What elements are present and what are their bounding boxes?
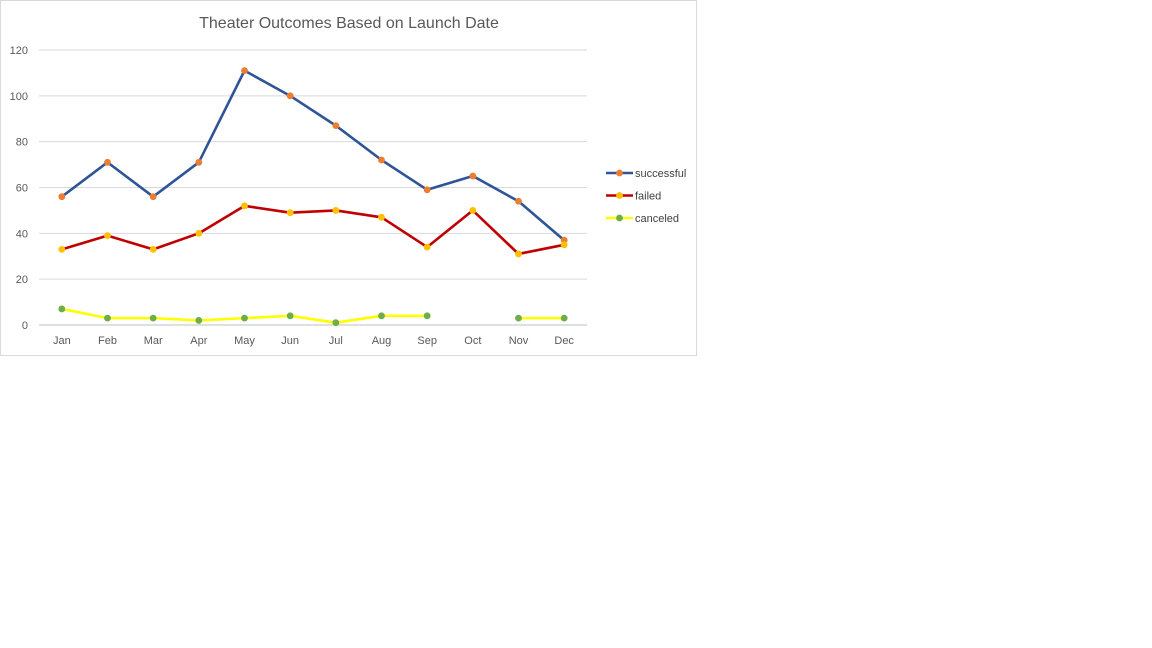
data-point-failed — [58, 245, 66, 253]
data-point-successful — [241, 67, 248, 75]
x-tick-label: Dec — [554, 335, 574, 347]
series-line-successful — [60, 69, 566, 242]
data-point-failed — [104, 232, 111, 240]
series-lines — [60, 69, 566, 325]
gridlines — [39, 49, 587, 326]
x-tick-label: Nov — [509, 335, 529, 347]
data-point-canceled — [515, 314, 522, 322]
data-point-failed — [423, 243, 431, 251]
data-point-failed — [469, 207, 477, 214]
y-tick-label: 80 — [16, 137, 28, 149]
legend: successful failed canceled — [606, 168, 686, 225]
legend-marker-canceled — [616, 214, 623, 222]
data-point-successful — [195, 158, 203, 166]
data-point-failed — [378, 213, 385, 221]
chart-frame: Theater Outcomes Based on Launch Date 0 2… — [0, 0, 697, 356]
x-tick-label: Jan — [53, 335, 71, 347]
data-point-canceled — [332, 319, 340, 327]
data-point-failed — [241, 202, 248, 210]
data-point-failed — [149, 245, 157, 253]
x-tick-label: Oct — [464, 335, 481, 347]
x-tick-label: Feb — [98, 335, 117, 347]
x-tick-label: Sep — [417, 335, 437, 347]
data-point-successful — [378, 156, 385, 164]
x-tick-label: Aug — [372, 335, 392, 347]
y-tick-label: 40 — [16, 228, 28, 240]
data-point-failed — [286, 209, 294, 217]
data-point-successful — [286, 92, 294, 100]
data-point-canceled — [241, 314, 248, 322]
legend-marker-failed — [616, 192, 623, 199]
line-chart: Theater Outcomes Based on Launch Date 0 2… — [10, 15, 687, 347]
series-markers — [58, 67, 568, 327]
legend-label-successful: successful — [635, 168, 686, 180]
data-point-successful — [104, 158, 111, 166]
x-tick-label: Mar — [144, 335, 163, 347]
data-point-failed — [560, 241, 568, 249]
data-point-successful — [149, 193, 157, 201]
data-point-successful — [423, 186, 431, 194]
legend-marker-successful — [616, 169, 623, 177]
y-tick-label: 100 — [10, 91, 28, 103]
data-point-canceled — [195, 317, 203, 324]
y-tick-label: 60 — [16, 183, 28, 195]
data-point-successful — [58, 193, 66, 201]
x-tick-label: Jul — [329, 335, 343, 347]
x-tick-label: Jun — [281, 335, 299, 347]
y-tick-label: 20 — [16, 274, 28, 286]
data-point-successful — [515, 197, 522, 205]
legend-label-canceled: canceled — [635, 213, 679, 225]
y-axis-tick-labels: 0 20 40 60 80 100 120 — [10, 45, 28, 332]
data-point-canceled — [423, 312, 431, 320]
legend-label-failed: failed — [635, 191, 661, 203]
data-point-failed — [515, 250, 522, 258]
x-axis-tick-labels: Jan Feb Mar Apr May Jun Jul Aug Sep Oct Nov Dec — [53, 335, 574, 347]
data-point-successful — [469, 172, 477, 180]
chart-title: Theater Outcomes Based on Launch Date — [199, 15, 499, 32]
data-point-canceled — [149, 314, 157, 322]
x-tick-label: Apr — [190, 335, 207, 347]
y-tick-label: 0 — [22, 320, 28, 332]
data-point-successful — [332, 122, 340, 130]
series-line-failed — [60, 204, 566, 256]
data-point-failed — [332, 207, 340, 214]
x-tick-label: May — [234, 335, 255, 347]
data-point-canceled — [286, 312, 294, 320]
data-point-canceled — [378, 312, 385, 320]
data-point-canceled — [560, 314, 568, 322]
data-point-canceled — [104, 314, 111, 322]
data-point-failed — [195, 229, 203, 237]
y-tick-label: 120 — [10, 45, 28, 57]
data-point-canceled — [58, 305, 66, 313]
